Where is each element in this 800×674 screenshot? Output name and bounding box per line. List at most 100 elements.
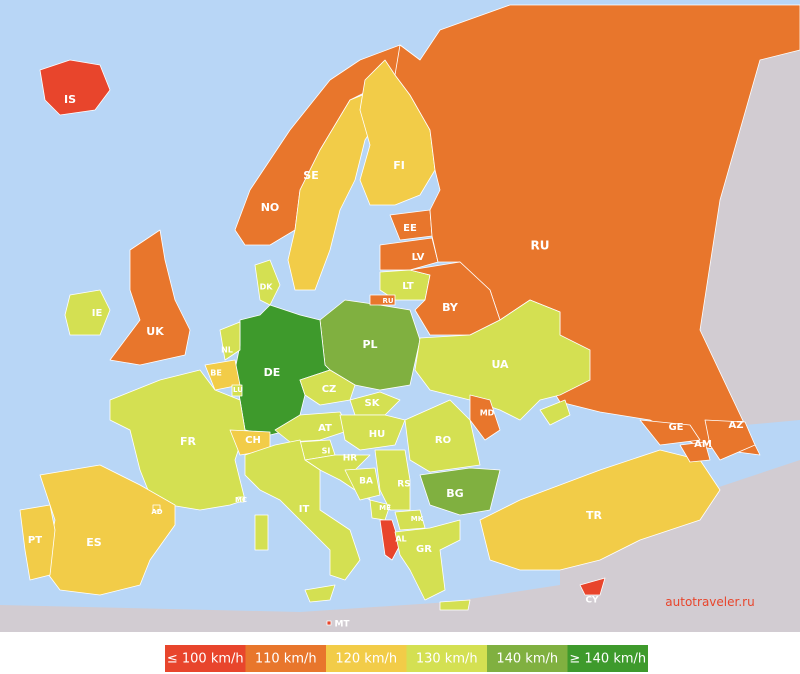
country-label: ME: [379, 504, 391, 512]
country-label: BY: [442, 301, 459, 314]
legend-swatch: [165, 645, 246, 672]
country: [287, 89, 386, 291]
countries: [19, 4, 800, 626]
country: [244, 439, 361, 581]
country: [19, 504, 56, 581]
country-label: GE: [668, 422, 683, 433]
other-land: [700, 50, 800, 425]
country-label: IE: [92, 308, 103, 319]
legend-swatch: [487, 645, 568, 672]
country: [394, 509, 426, 531]
country-label: SE: [303, 169, 318, 182]
country-label: RU: [382, 297, 393, 305]
legend-label: ≤ 100 km/h: [167, 652, 244, 667]
country: [231, 384, 243, 397]
country: [479, 449, 721, 571]
country-label: AD: [151, 508, 162, 516]
country-label: HU: [369, 429, 386, 440]
country: [439, 599, 471, 611]
country-label: CY: [585, 596, 599, 606]
country: [369, 294, 396, 306]
country-label: SK: [365, 398, 381, 409]
country: [469, 394, 501, 441]
country-label: IT: [299, 504, 310, 515]
country-label: BG: [446, 487, 463, 500]
country-label: PT: [28, 535, 42, 546]
country: [344, 467, 381, 501]
legend-label: 130 km/h: [416, 652, 478, 667]
country: [254, 259, 281, 306]
country-label: IS: [64, 93, 76, 106]
country-label: TR: [586, 509, 603, 522]
country-label: MK: [411, 515, 424, 523]
country-label: AM: [694, 439, 712, 450]
labels: IS NO SE FI EE LV LT RU BY UK IE PL DE DK NL BE LU FR CH AT…: [28, 93, 744, 630]
country: [539, 399, 571, 426]
country-label: BE: [210, 369, 222, 378]
country: [109, 369, 246, 511]
legend-swatch: [245, 645, 326, 672]
legend-swatch: [326, 645, 407, 672]
country-label: FR: [180, 435, 197, 448]
country-label: MC: [235, 496, 247, 504]
country-label: DE: [264, 366, 281, 379]
country-label: GR: [416, 544, 432, 555]
country-label: CZ: [322, 384, 337, 395]
country: [374, 449, 411, 511]
country-label: PL: [362, 338, 377, 351]
country-label: RO: [435, 435, 451, 446]
country-label: HR: [343, 454, 358, 464]
country-label: RU: [531, 239, 550, 253]
country: [109, 229, 191, 366]
country: [219, 321, 241, 361]
country: [39, 59, 111, 116]
legend-label: 140 km/h: [496, 652, 558, 667]
country: [349, 391, 401, 416]
country: [152, 504, 161, 512]
country: [639, 419, 701, 446]
country-label: DK: [260, 283, 274, 292]
country: [379, 237, 439, 271]
country: [379, 519, 401, 561]
country-label: FI: [393, 159, 405, 172]
watermark: autotraveler.ru: [665, 595, 754, 609]
country-label: MT: [334, 620, 350, 630]
country-label: UK: [146, 325, 164, 338]
country-label: UA: [491, 358, 509, 371]
country-label: NL: [221, 346, 233, 355]
country: [404, 399, 481, 473]
country-label: LU: [233, 386, 243, 394]
country-label: SI: [322, 447, 331, 456]
country: [64, 289, 111, 336]
country-label: AT: [318, 423, 332, 434]
country-label: AZ: [729, 420, 744, 431]
country-label: LT: [402, 281, 414, 292]
country: [579, 577, 606, 596]
country: [339, 414, 406, 451]
legend-swatch: [567, 645, 648, 672]
country: [414, 299, 591, 421]
country-label: BA: [359, 477, 373, 487]
country-label: LV: [412, 252, 425, 263]
country-label: AL: [395, 535, 406, 544]
country-label: NO: [261, 201, 280, 214]
country: [409, 261, 501, 336]
country: [326, 620, 332, 626]
legend-label: ≥ 140 km/h: [569, 652, 646, 667]
country-label: ES: [86, 536, 102, 549]
country-label: RS: [397, 480, 410, 490]
country: [679, 441, 711, 463]
country: [237, 496, 245, 503]
country: [419, 467, 501, 516]
legend-swatch: [406, 645, 487, 672]
legend: ≤ 100 km/h 110 km/h 120 km/h 130 km/h 140 km…: [165, 645, 648, 672]
legend-label: 120 km/h: [335, 652, 397, 667]
country: [304, 584, 336, 603]
legend-label: 110 km/h: [255, 652, 317, 667]
country: [704, 419, 756, 461]
country: [394, 519, 461, 601]
country-label: MD: [480, 409, 495, 418]
country-label: CH: [245, 435, 261, 446]
country: [254, 514, 269, 551]
